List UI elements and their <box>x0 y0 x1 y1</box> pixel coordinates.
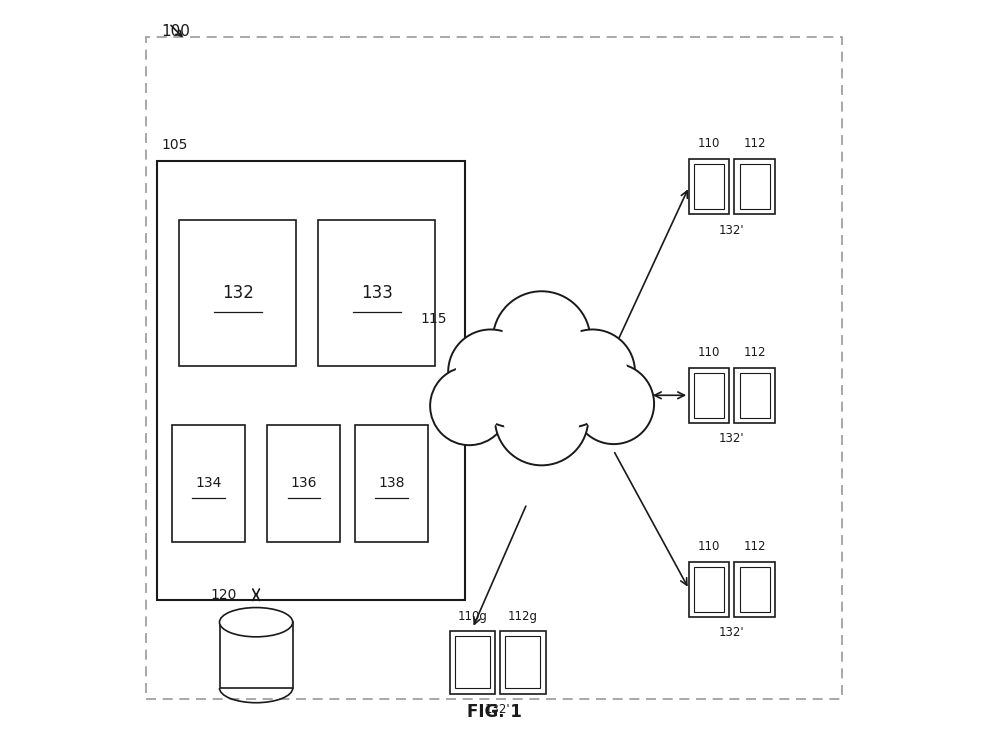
FancyBboxPatch shape <box>695 164 724 209</box>
Circle shape <box>557 337 627 407</box>
FancyBboxPatch shape <box>318 220 436 366</box>
FancyBboxPatch shape <box>454 636 490 688</box>
FancyBboxPatch shape <box>734 562 775 616</box>
FancyBboxPatch shape <box>179 220 296 366</box>
Text: 136: 136 <box>290 476 317 490</box>
FancyBboxPatch shape <box>146 37 842 699</box>
Circle shape <box>503 381 580 457</box>
FancyBboxPatch shape <box>267 425 340 542</box>
Text: 110: 110 <box>698 540 720 553</box>
Circle shape <box>502 300 582 380</box>
FancyBboxPatch shape <box>505 636 540 688</box>
Text: 112: 112 <box>743 540 766 553</box>
Circle shape <box>495 372 588 466</box>
Circle shape <box>550 329 635 414</box>
Text: 110: 110 <box>698 138 720 151</box>
Ellipse shape <box>219 608 292 637</box>
Circle shape <box>449 329 534 414</box>
Text: 112g: 112g <box>508 610 537 622</box>
Circle shape <box>573 363 654 444</box>
FancyBboxPatch shape <box>157 161 464 600</box>
FancyBboxPatch shape <box>689 160 729 214</box>
FancyBboxPatch shape <box>734 160 775 214</box>
FancyBboxPatch shape <box>689 562 729 616</box>
Text: 110g: 110g <box>457 610 487 622</box>
Text: 100: 100 <box>161 24 190 39</box>
Text: 132': 132' <box>719 224 745 236</box>
Text: 133: 133 <box>361 284 393 302</box>
Text: 112: 112 <box>743 138 766 151</box>
Text: 132': 132' <box>485 703 511 716</box>
Text: FIG. 1: FIG. 1 <box>466 703 522 721</box>
Text: 110: 110 <box>698 346 720 359</box>
Text: 132': 132' <box>719 627 745 639</box>
Text: 132': 132' <box>719 432 745 445</box>
Circle shape <box>581 370 647 437</box>
Circle shape <box>479 354 545 420</box>
FancyBboxPatch shape <box>500 631 545 694</box>
FancyBboxPatch shape <box>740 373 770 417</box>
FancyBboxPatch shape <box>740 164 770 209</box>
FancyBboxPatch shape <box>450 631 495 694</box>
Text: 112: 112 <box>743 346 766 359</box>
Circle shape <box>430 367 509 445</box>
FancyBboxPatch shape <box>734 367 775 422</box>
FancyBboxPatch shape <box>355 425 428 542</box>
Text: 134: 134 <box>196 476 221 490</box>
FancyBboxPatch shape <box>689 367 729 422</box>
Text: 138: 138 <box>378 476 405 490</box>
Circle shape <box>493 291 591 389</box>
Circle shape <box>455 337 526 407</box>
Circle shape <box>471 346 552 427</box>
FancyBboxPatch shape <box>740 567 770 612</box>
Circle shape <box>531 346 612 427</box>
FancyBboxPatch shape <box>695 567 724 612</box>
Text: 120: 120 <box>210 588 237 602</box>
Circle shape <box>438 374 502 438</box>
Circle shape <box>538 354 605 420</box>
FancyBboxPatch shape <box>219 622 292 688</box>
Text: 132: 132 <box>222 284 254 302</box>
Text: 105: 105 <box>161 138 188 152</box>
FancyBboxPatch shape <box>695 373 724 417</box>
Text: 115: 115 <box>421 312 448 326</box>
FancyBboxPatch shape <box>172 425 245 542</box>
